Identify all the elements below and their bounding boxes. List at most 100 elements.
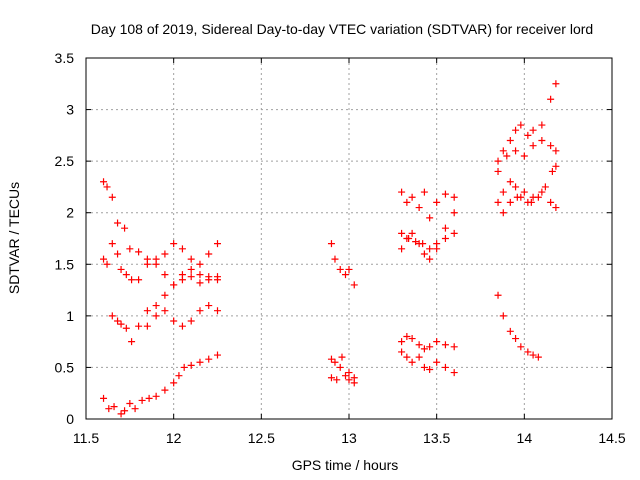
data-point: [529, 126, 537, 134]
data-point: [331, 358, 339, 366]
data-point: [100, 394, 108, 402]
chart-title: Day 108 of 2019, Sidereal Day-to-day VTE…: [91, 21, 593, 37]
data-point: [538, 188, 546, 196]
data-point: [426, 343, 434, 351]
x-tick-label: 14: [517, 430, 533, 446]
series-track-m: [398, 332, 458, 353]
data-point: [538, 121, 546, 129]
data-point: [420, 345, 428, 353]
data-point: [161, 271, 169, 279]
data-point: [161, 250, 169, 258]
data-point: [145, 394, 153, 402]
data-point: [187, 273, 195, 281]
data-point: [517, 343, 525, 351]
data-point: [122, 271, 130, 279]
data-point: [152, 302, 160, 310]
y-tick-label: 2: [66, 205, 74, 221]
data-point: [117, 410, 125, 418]
y-axis-label: SDTVAR / TECUs: [6, 182, 22, 294]
data-point: [420, 250, 428, 258]
series-track-q: [494, 137, 560, 165]
data-point: [450, 369, 458, 377]
data-point: [196, 260, 204, 268]
series-track-p: [494, 178, 560, 212]
data-point: [196, 279, 204, 287]
data-point: [341, 372, 349, 380]
data-point: [541, 183, 549, 191]
x-tick-labels: 11.5 12 12.5 13 13.5 14 14.5: [73, 430, 626, 446]
data-point: [433, 240, 441, 248]
data-point: [415, 353, 423, 361]
series-track-l: [398, 348, 458, 377]
data-point: [441, 190, 449, 198]
data-point: [499, 312, 507, 320]
data-point: [441, 235, 449, 242]
data-point: [403, 198, 411, 206]
data-point: [527, 198, 535, 206]
data-point: [419, 240, 427, 248]
data-point: [517, 121, 525, 129]
x-tick-label: 14.5: [598, 430, 625, 446]
data-point: [524, 131, 532, 139]
data-point: [494, 157, 502, 165]
data-point: [398, 348, 406, 356]
data-point: [205, 355, 213, 363]
data-point: [327, 355, 335, 363]
data-point: [178, 322, 186, 330]
data-point: [547, 198, 555, 206]
data-point: [341, 271, 349, 279]
data-point: [114, 317, 122, 325]
plot-frame: [85, 57, 613, 420]
data-point: [336, 265, 344, 273]
data-point: [187, 317, 195, 325]
data-point: [398, 229, 406, 237]
data-point: [333, 376, 341, 384]
x-tick-label: 12.5: [248, 430, 275, 446]
data-point: [433, 358, 441, 366]
data-point: [161, 291, 169, 299]
data-point: [135, 276, 143, 284]
data-point: [214, 351, 221, 359]
series-track-f: [327, 240, 358, 289]
data-point: [152, 312, 160, 320]
grid-lines: [86, 58, 612, 419]
series-track-a: [100, 351, 221, 418]
data-point: [433, 198, 441, 206]
data-point: [103, 260, 111, 268]
data-point: [128, 338, 136, 346]
data-point: [512, 335, 520, 343]
y-tick-label: 2.5: [55, 153, 75, 169]
data-point: [450, 209, 458, 217]
y-tick-label: 1.5: [55, 256, 75, 272]
data-point: [152, 255, 160, 263]
y-tick-label: 3: [66, 102, 74, 118]
data-point: [529, 142, 537, 150]
data-point: [350, 281, 358, 289]
data-point: [350, 374, 358, 382]
data-point: [506, 198, 514, 206]
data-point: [426, 365, 434, 373]
data-point: [327, 240, 335, 248]
data-point: [103, 183, 111, 191]
data-point: [143, 260, 151, 268]
data-point: [420, 363, 428, 371]
data-point: [336, 363, 344, 371]
data-point: [170, 240, 178, 248]
data-point: [415, 341, 423, 349]
series-track-e: [143, 302, 221, 330]
data-point: [100, 178, 108, 186]
data-point: [534, 353, 542, 361]
data-point: [506, 178, 514, 186]
data-point: [152, 392, 160, 400]
data-point: [450, 229, 458, 237]
data-point: [408, 358, 416, 366]
data-point: [187, 255, 195, 263]
data-point: [205, 250, 213, 258]
data-point: [499, 147, 507, 155]
data-point: [398, 245, 406, 253]
y-tick-labels: 0 0.5 1 1.5 2 2.5 3 3.5: [55, 50, 75, 427]
x-tick-label: 11.5: [73, 430, 99, 446]
data-point: [450, 193, 458, 201]
y-tick-label: 0: [66, 411, 74, 427]
data-point: [196, 358, 204, 366]
